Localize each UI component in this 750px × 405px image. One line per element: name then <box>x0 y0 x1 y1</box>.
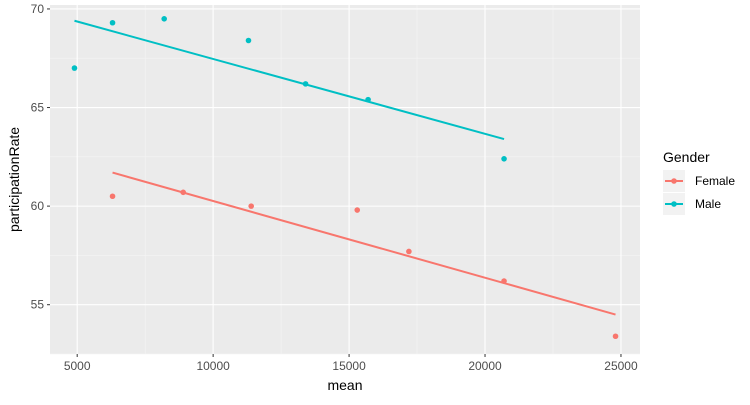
data-point-male <box>245 37 252 44</box>
legend-marker-male <box>671 201 677 207</box>
x-tick-label: 25000 <box>604 359 638 373</box>
data-point-female <box>180 189 187 196</box>
data-point-female <box>406 248 412 255</box>
data-point-female <box>109 193 116 200</box>
trend-line-male <box>74 19 505 141</box>
x-tick-label: 5000 <box>64 359 91 373</box>
y-axis-title: participationRate <box>6 127 22 232</box>
grid-major <box>50 5 640 354</box>
data-point-male <box>501 155 507 162</box>
x-tick-label: 10000 <box>196 359 230 373</box>
legend-items: Female Male <box>663 170 735 215</box>
legend-label-female: Female <box>695 174 735 188</box>
data-point-female <box>612 333 619 340</box>
y-axis-ticks: 55 60 65 70 <box>31 2 50 312</box>
legend: Gender Female Male <box>663 149 735 215</box>
data-point-female <box>354 207 361 213</box>
trend-line-female <box>112 171 616 316</box>
legend-title: Gender <box>663 149 710 165</box>
data-point-female <box>501 278 507 284</box>
x-axis-ticks: 5000 10000 15000 20000 25000 <box>64 354 638 373</box>
data-point-male <box>71 65 78 71</box>
data-points <box>71 16 619 340</box>
data-point-male <box>109 19 116 26</box>
x-tick-label: 20000 <box>468 359 502 373</box>
y-tick-label: 55 <box>31 298 45 312</box>
x-axis-title: mean <box>327 377 362 393</box>
legend-marker-female <box>671 178 677 184</box>
legend-label-male: Male <box>695 197 721 211</box>
trend-lines <box>74 19 616 316</box>
y-tick-label: 60 <box>31 199 45 213</box>
y-tick-label: 65 <box>31 101 45 115</box>
y-tick-label: 70 <box>31 2 45 16</box>
data-point-male <box>161 16 167 22</box>
plot-panel <box>50 5 640 354</box>
data-point-female <box>248 203 254 209</box>
grid-minor <box>50 5 640 355</box>
x-tick-label: 15000 <box>332 359 366 373</box>
data-point-male <box>302 81 309 87</box>
data-point-male <box>365 96 371 103</box>
